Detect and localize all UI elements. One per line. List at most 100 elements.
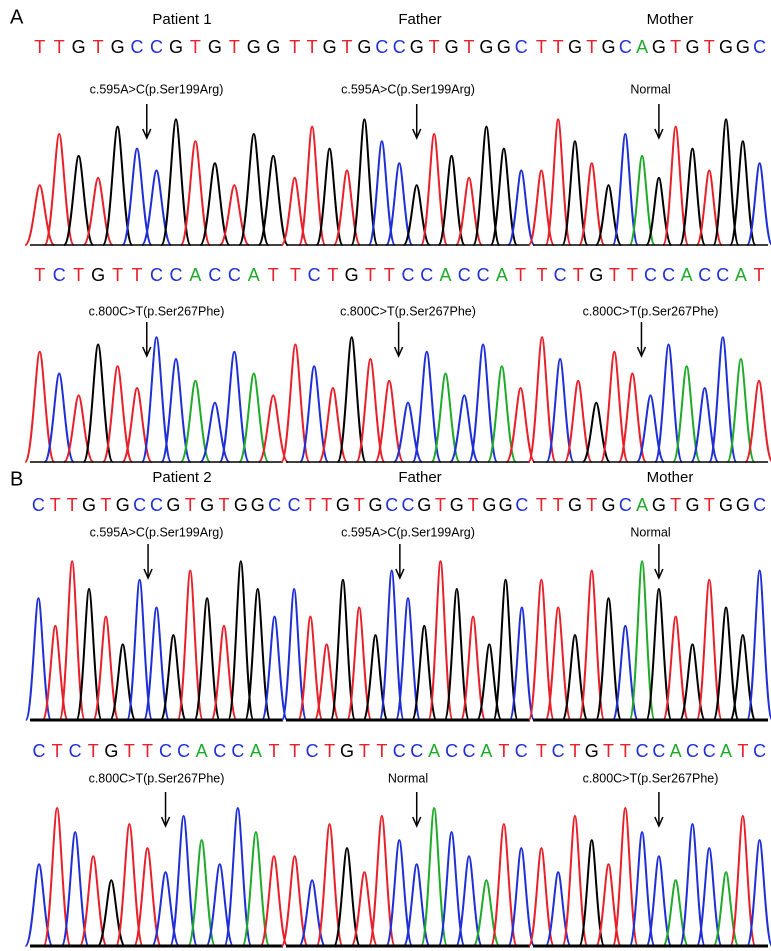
- base-letter: G: [568, 495, 582, 515]
- peak: [596, 864, 621, 946]
- annotation: c.800C>T(p.Ser267Phe): [89, 304, 225, 318]
- peak: [262, 617, 287, 720]
- peak: [25, 864, 52, 946]
- base-letter: T: [376, 741, 387, 761]
- base-letter: T: [321, 495, 332, 515]
- base-letter: G: [340, 741, 354, 761]
- peak: [259, 156, 288, 245]
- base-letter: T: [54, 37, 65, 57]
- sequence: TCTGTTCCACCATC: [536, 741, 766, 761]
- base-letter: G: [72, 37, 86, 57]
- base-letter: T: [737, 741, 748, 761]
- chromatogram: [528, 337, 771, 462]
- chromatogram: [281, 337, 534, 462]
- base-letter: C: [385, 495, 398, 515]
- base-letter: A: [636, 495, 648, 515]
- base-letter: A: [440, 265, 452, 285]
- base-letter: C: [33, 741, 46, 761]
- base-letter: G: [497, 37, 511, 57]
- peak: [43, 626, 68, 720]
- sequence: TTGTGCAGTGTGGC: [536, 37, 766, 57]
- base-letter: C: [133, 495, 146, 515]
- base-letter: C: [463, 741, 476, 761]
- base-letter: T: [384, 265, 395, 285]
- base-letter: T: [553, 37, 564, 57]
- peak: [122, 388, 151, 462]
- peak: [206, 864, 233, 946]
- peak: [613, 626, 638, 720]
- column-title: Father: [398, 11, 441, 28]
- base-letter: T: [429, 37, 440, 57]
- peak: [747, 840, 771, 946]
- base-letter: C: [552, 741, 565, 761]
- base-letter: T: [290, 265, 301, 285]
- base-letter: T: [190, 37, 201, 57]
- base-letter: A: [248, 265, 260, 285]
- base-letter: G: [336, 495, 350, 515]
- annotation: c.800C>T(p.Ser267Phe): [583, 771, 719, 785]
- peak: [412, 626, 436, 720]
- base-letter: C: [402, 265, 415, 285]
- chromatogram: [529, 808, 771, 946]
- base-letter: C: [393, 37, 406, 57]
- chromatogram: [282, 119, 535, 245]
- base-letter: T: [342, 37, 353, 57]
- base-letter: G: [417, 495, 431, 515]
- base-letter: T: [354, 495, 365, 515]
- base-letter: T: [359, 741, 370, 761]
- base-letter: A: [250, 741, 262, 761]
- chromatogram: [25, 119, 288, 245]
- column-title: Patient 1: [152, 11, 211, 28]
- base-letter: G: [234, 495, 248, 515]
- annotation: Normal: [630, 525, 670, 539]
- base-letter: T: [603, 741, 614, 761]
- base-letter: T: [573, 265, 584, 285]
- annotation: c.595A>C(p.Ser199Arg): [90, 82, 224, 96]
- base-letter: T: [305, 495, 316, 515]
- chromatogram: [529, 119, 771, 245]
- base-letter: C: [753, 495, 766, 515]
- peak: [211, 626, 236, 720]
- base-letter: C: [131, 37, 144, 57]
- base-letter: T: [289, 37, 300, 57]
- base-letter: T: [185, 495, 196, 515]
- peak: [507, 388, 535, 462]
- base-letter: T: [704, 37, 715, 57]
- peak: [510, 607, 534, 720]
- base-letter: G: [208, 37, 222, 57]
- base-letter: G: [568, 37, 582, 57]
- base-letter: G: [685, 495, 699, 515]
- peak: [259, 395, 288, 462]
- base-letter: G: [652, 495, 666, 515]
- base-letter: C: [753, 37, 766, 57]
- base-letter: G: [368, 495, 382, 515]
- base-letter: C: [753, 741, 766, 761]
- base-letter: T: [670, 37, 681, 57]
- base-letter: G: [251, 495, 265, 515]
- peak: [260, 856, 287, 946]
- peak: [64, 395, 93, 462]
- peak: [142, 171, 171, 245]
- base-letter: C: [69, 741, 82, 761]
- base-letter: A: [720, 741, 732, 761]
- base-letter: T: [100, 495, 111, 515]
- base-letter: G: [445, 37, 459, 57]
- base-letter: G: [450, 495, 464, 515]
- base-letter: T: [50, 495, 61, 515]
- base-letter: A: [735, 265, 747, 285]
- annotation: Normal: [630, 82, 670, 96]
- base-letter: C: [53, 265, 66, 285]
- base-letter: G: [585, 741, 599, 761]
- base-letter: C: [698, 265, 711, 285]
- column-title: Mother: [647, 469, 694, 486]
- base-letter: A: [428, 741, 440, 761]
- base-letter: T: [435, 495, 446, 515]
- base-letter: T: [569, 741, 580, 761]
- annotation: c.800C>T(p.Ser267Phe): [583, 304, 719, 318]
- column-title: Patient 2: [152, 469, 211, 486]
- base-letter: C: [288, 495, 301, 515]
- chromatogram: [26, 561, 287, 720]
- base-letter: T: [289, 741, 300, 761]
